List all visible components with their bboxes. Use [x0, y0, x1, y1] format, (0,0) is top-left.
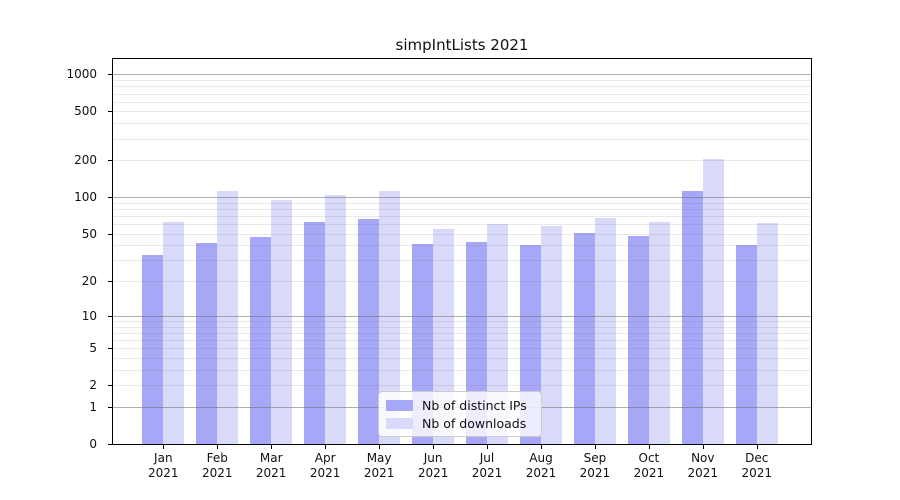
- x-tick-label: May 2021: [363, 451, 395, 480]
- y-tick-label: 1: [89, 399, 97, 414]
- y-tick-label: 50: [81, 226, 97, 241]
- y-tick-mark: [108, 281, 113, 283]
- y-tick-mark: [108, 406, 113, 408]
- y-tick-label: 5: [89, 341, 97, 356]
- bar-distinct-ips: [735, 245, 757, 444]
- bar-downloads: [756, 223, 778, 444]
- plot-area: [112, 58, 812, 445]
- x-tick-mark: [163, 444, 165, 449]
- x-tick-label: Feb 2021: [202, 451, 233, 480]
- x-tick-mark: [541, 444, 542, 449]
- x-tick-label: Jul 2021: [471, 451, 503, 480]
- x-tick-mark: [648, 444, 650, 449]
- bar-downloads: [217, 190, 239, 444]
- bar-distinct-ips: [142, 255, 164, 444]
- bar-downloads: [163, 222, 185, 444]
- y-tick-mark: [108, 444, 113, 445]
- bar-distinct-ips: [573, 232, 595, 444]
- bar-distinct-ips: [681, 190, 703, 444]
- y-tick-mark: [108, 233, 113, 235]
- x-tick-mark: [756, 444, 758, 449]
- bar-downloads: [702, 159, 724, 444]
- bar-downloads: [271, 200, 293, 444]
- bar-downloads: [487, 224, 508, 444]
- legend-entry: Nb of distinct IPs: [386, 397, 533, 413]
- y-tick-mark: [108, 74, 113, 76]
- legend-swatch-distinct-ips: [386, 399, 413, 411]
- x-tick-mark: [217, 444, 219, 449]
- bar-distinct-ips: [250, 236, 272, 444]
- x-tick-label: Mar 2021: [255, 451, 287, 480]
- x-tick-mark: [325, 444, 327, 449]
- x-tick-label: Jan 2021: [148, 451, 179, 480]
- bar-downloads: [433, 228, 455, 444]
- x-tick-label: Nov 2021: [687, 451, 719, 480]
- x-tick-label: Jun 2021: [417, 451, 449, 480]
- bar-distinct-ips: [304, 221, 326, 444]
- x-tick-mark: [702, 444, 704, 449]
- bar-downloads: [594, 217, 616, 444]
- x-tick-label: Sep 2021: [579, 451, 611, 480]
- legend-label: Nb of downloads: [422, 415, 527, 431]
- bars-layer: [113, 59, 811, 444]
- bar-downloads: [540, 225, 562, 444]
- y-tick-label: 2: [89, 378, 97, 393]
- bar-downloads: [325, 195, 347, 444]
- legend-swatch-downloads: [386, 417, 413, 429]
- x-tick-mark: [379, 444, 381, 449]
- y-tick-label: 20: [81, 274, 97, 289]
- x-tick-label: Oct 2021: [633, 451, 665, 480]
- y-tick-label: 100: [74, 190, 97, 205]
- x-tick-mark: [594, 444, 596, 449]
- bar-downloads: [379, 190, 401, 444]
- y-tick-label: 10: [81, 308, 97, 323]
- y-tick-mark: [108, 348, 113, 350]
- legend-label: Nb of distinct IPs: [422, 397, 527, 413]
- bar-distinct-ips: [627, 235, 649, 444]
- chart-title: simpIntLists 2021: [395, 36, 529, 54]
- x-tick-mark: [271, 444, 273, 449]
- x-tick-label: Dec 2021: [741, 451, 773, 480]
- x-tick-label: Aug 2021: [525, 451, 557, 480]
- y-tick-mark: [108, 197, 113, 199]
- bar-downloads: [648, 221, 670, 444]
- x-tick-label: Apr 2021: [309, 451, 341, 480]
- y-tick-mark: [108, 111, 113, 113]
- bar-distinct-ips: [358, 219, 380, 444]
- legend-entry: Nb of downloads: [386, 415, 533, 431]
- y-tick-label: 500: [74, 104, 97, 119]
- x-tick-mark: [487, 444, 488, 449]
- y-tick-label: 1000: [66, 67, 97, 82]
- bar-distinct-ips: [196, 242, 218, 444]
- y-tick-mark: [108, 160, 113, 162]
- y-tick-mark: [108, 385, 113, 387]
- y-tick-label: 200: [74, 153, 97, 168]
- y-tick-label: 0: [89, 437, 97, 451]
- legend: Nb of distinct IPs Nb of downloads: [378, 391, 542, 437]
- x-tick-mark: [433, 444, 435, 449]
- y-tick-mark: [108, 315, 113, 317]
